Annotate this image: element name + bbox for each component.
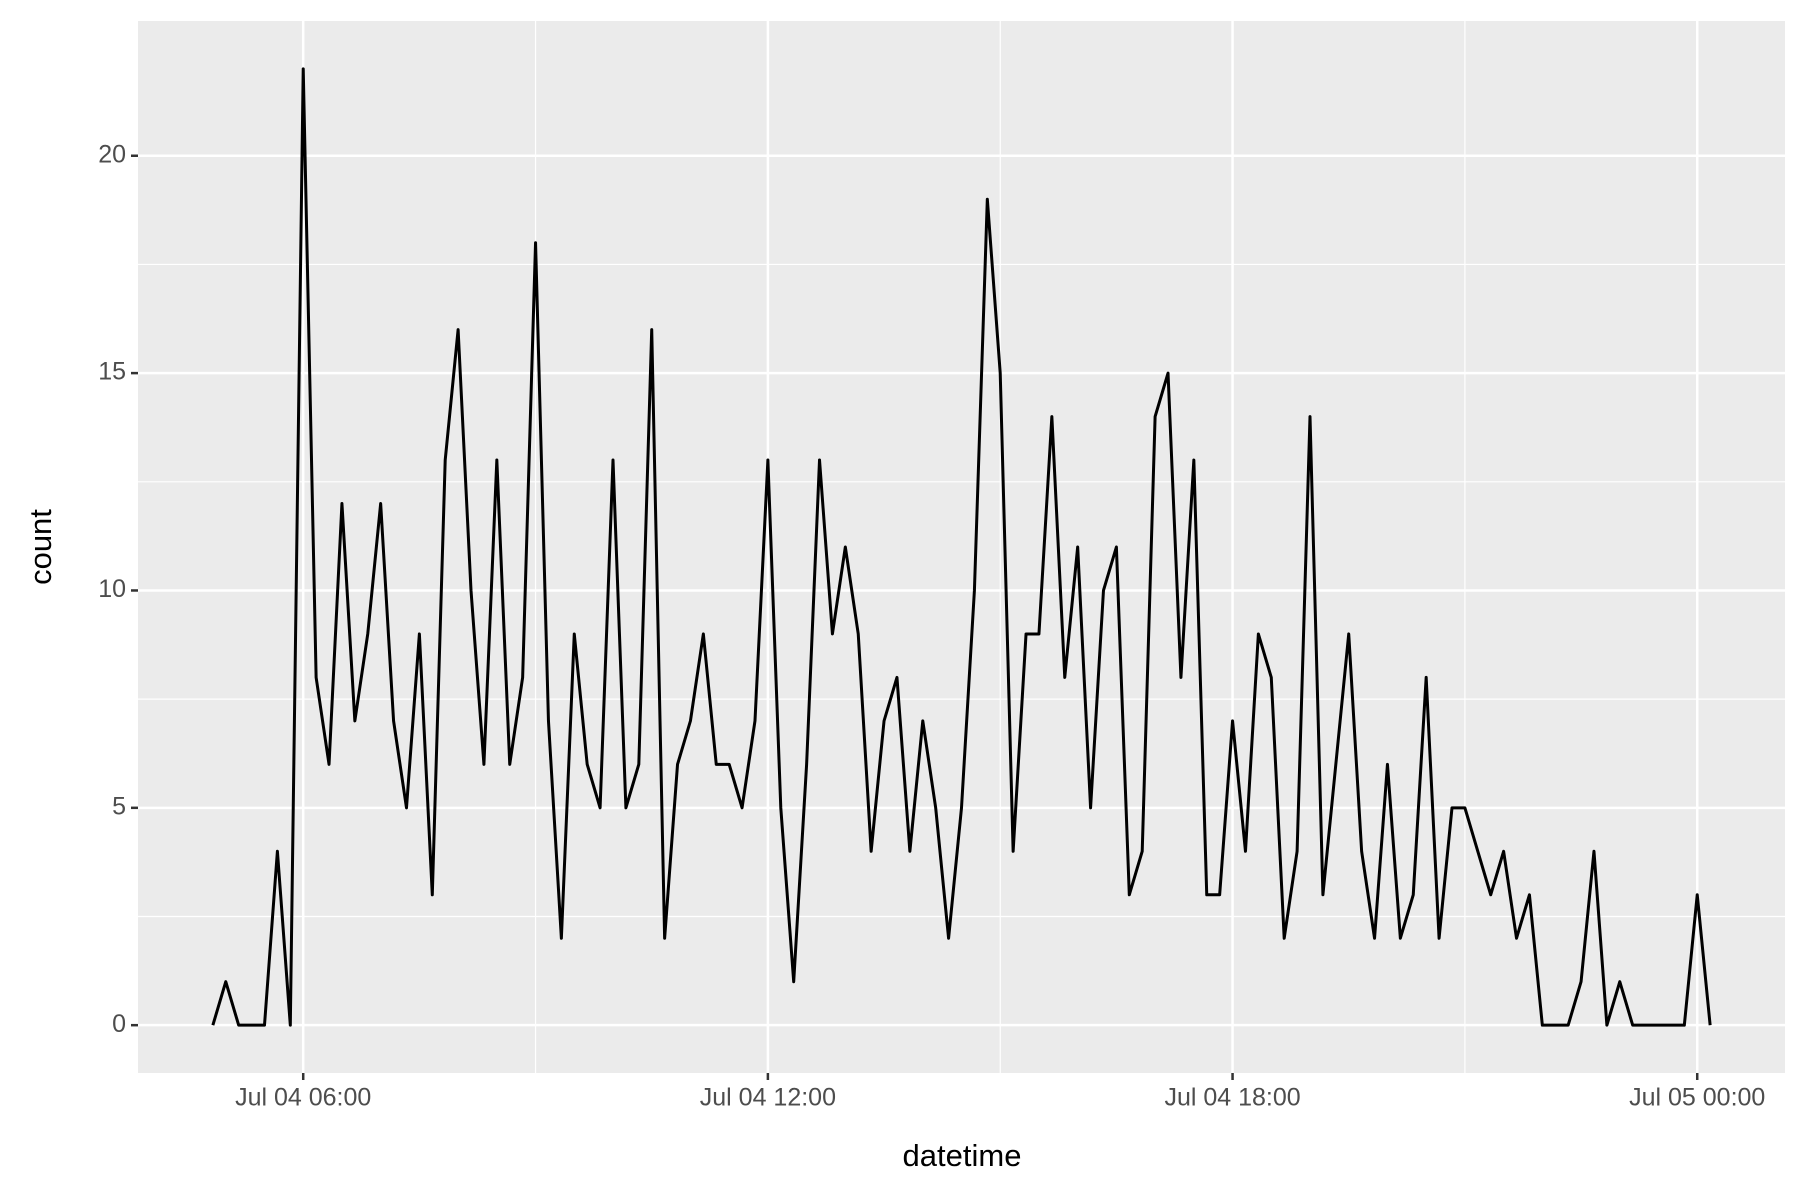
- y-axis-title: count: [23, 509, 58, 585]
- x-tick-label: Jul 04 12:00: [700, 1084, 836, 1112]
- x-tick-label: Jul 05 00:00: [1629, 1084, 1765, 1112]
- y-tick-label: 10: [98, 575, 126, 603]
- data-line: [211, 67, 1712, 1027]
- panel: [138, 21, 1785, 1073]
- y-tick-label: 15: [98, 358, 126, 386]
- y-tick-label: 0: [112, 1010, 126, 1038]
- x-tick-label: Jul 04 06:00: [235, 1084, 371, 1112]
- y-tick-label: 20: [98, 140, 126, 168]
- x-axis-title: datetime: [903, 1138, 1022, 1173]
- y-tick-label: 5: [112, 792, 126, 820]
- x-tick-label: Jul 04 18:00: [1164, 1084, 1300, 1112]
